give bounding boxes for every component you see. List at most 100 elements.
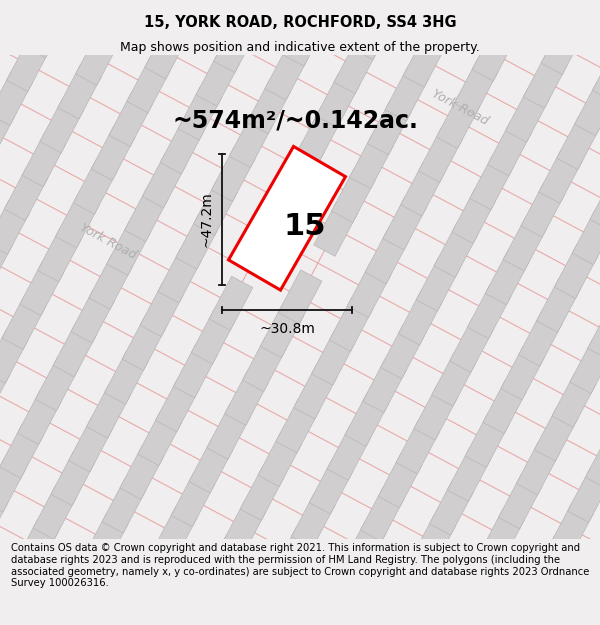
Polygon shape bbox=[532, 536, 575, 590]
Polygon shape bbox=[91, 126, 135, 181]
Polygon shape bbox=[76, 31, 119, 85]
Polygon shape bbox=[472, 27, 516, 81]
Polygon shape bbox=[176, 215, 220, 269]
Polygon shape bbox=[401, 162, 445, 216]
Polygon shape bbox=[352, 6, 395, 60]
Polygon shape bbox=[276, 399, 320, 452]
Polygon shape bbox=[541, 21, 585, 74]
Polygon shape bbox=[2, 296, 46, 349]
Polygon shape bbox=[490, 0, 533, 47]
Polygon shape bbox=[501, 346, 545, 400]
Polygon shape bbox=[35, 357, 79, 411]
Polygon shape bbox=[211, 148, 255, 201]
Polygon shape bbox=[298, 107, 342, 161]
Polygon shape bbox=[223, 500, 266, 554]
Polygon shape bbox=[327, 426, 371, 480]
Polygon shape bbox=[7, 38, 50, 92]
Polygon shape bbox=[280, 141, 324, 195]
Polygon shape bbox=[40, 99, 83, 153]
Polygon shape bbox=[71, 289, 115, 343]
Polygon shape bbox=[0, 200, 30, 254]
Polygon shape bbox=[414, 386, 458, 440]
Polygon shape bbox=[178, 86, 222, 140]
Polygon shape bbox=[224, 371, 268, 426]
Polygon shape bbox=[483, 379, 527, 434]
Text: York Road: York Road bbox=[77, 221, 139, 262]
Text: Map shows position and indicative extent of the property.: Map shows position and indicative extent… bbox=[120, 41, 480, 54]
Polygon shape bbox=[84, 513, 128, 567]
Polygon shape bbox=[0, 363, 10, 417]
Polygon shape bbox=[452, 189, 496, 244]
Polygon shape bbox=[145, 25, 188, 79]
Polygon shape bbox=[0, 234, 12, 288]
Polygon shape bbox=[436, 94, 480, 149]
Polygon shape bbox=[4, 166, 48, 221]
Polygon shape bbox=[347, 264, 391, 318]
Polygon shape bbox=[554, 244, 598, 298]
Polygon shape bbox=[570, 339, 600, 394]
Polygon shape bbox=[590, 177, 600, 231]
Polygon shape bbox=[311, 331, 355, 385]
Polygon shape bbox=[430, 481, 473, 535]
Polygon shape bbox=[343, 521, 386, 575]
Polygon shape bbox=[140, 282, 184, 337]
Polygon shape bbox=[25, 4, 68, 58]
Polygon shape bbox=[240, 466, 284, 521]
Text: York Road: York Road bbox=[430, 87, 490, 128]
Polygon shape bbox=[0, 458, 26, 512]
Polygon shape bbox=[334, 39, 377, 94]
Polygon shape bbox=[517, 441, 560, 495]
Polygon shape bbox=[536, 278, 580, 332]
Polygon shape bbox=[20, 261, 64, 316]
Polygon shape bbox=[0, 553, 41, 607]
Polygon shape bbox=[120, 445, 164, 499]
Polygon shape bbox=[205, 534, 248, 588]
Polygon shape bbox=[293, 365, 337, 419]
Polygon shape bbox=[412, 515, 455, 569]
Polygon shape bbox=[173, 344, 217, 398]
Polygon shape bbox=[448, 448, 491, 501]
Polygon shape bbox=[552, 373, 596, 428]
Polygon shape bbox=[403, 33, 447, 88]
Polygon shape bbox=[365, 229, 409, 284]
Polygon shape bbox=[505, 88, 549, 142]
Text: ~574m²/~0.142ac.: ~574m²/~0.142ac. bbox=[172, 109, 418, 132]
Polygon shape bbox=[550, 502, 593, 556]
Polygon shape bbox=[416, 257, 460, 311]
Polygon shape bbox=[361, 488, 404, 541]
Polygon shape bbox=[258, 432, 302, 487]
Polygon shape bbox=[127, 59, 170, 112]
Polygon shape bbox=[122, 316, 166, 371]
Polygon shape bbox=[586, 434, 600, 489]
Polygon shape bbox=[332, 168, 376, 222]
Polygon shape bbox=[158, 249, 202, 303]
Polygon shape bbox=[0, 492, 8, 546]
Polygon shape bbox=[155, 378, 199, 432]
Polygon shape bbox=[363, 359, 406, 413]
Polygon shape bbox=[265, 46, 308, 100]
Polygon shape bbox=[588, 306, 600, 359]
Polygon shape bbox=[125, 188, 168, 242]
Polygon shape bbox=[109, 92, 152, 146]
Polygon shape bbox=[518, 312, 562, 366]
Polygon shape bbox=[396, 420, 440, 474]
Polygon shape bbox=[68, 418, 112, 472]
Polygon shape bbox=[209, 276, 253, 330]
Polygon shape bbox=[278, 270, 322, 324]
Polygon shape bbox=[345, 392, 389, 446]
Polygon shape bbox=[481, 509, 524, 562]
Text: ~30.8m: ~30.8m bbox=[259, 322, 315, 336]
Text: 15, YORK ROAD, ROCHFORD, SS4 3HG: 15, YORK ROAD, ROCHFORD, SS4 3HG bbox=[143, 16, 457, 31]
Polygon shape bbox=[214, 19, 257, 72]
Text: 15: 15 bbox=[284, 212, 326, 241]
Polygon shape bbox=[196, 52, 239, 106]
Polygon shape bbox=[301, 0, 344, 32]
Polygon shape bbox=[73, 160, 117, 214]
Polygon shape bbox=[349, 134, 393, 189]
Polygon shape bbox=[94, 0, 137, 51]
Polygon shape bbox=[592, 48, 600, 102]
Polygon shape bbox=[309, 460, 353, 514]
Polygon shape bbox=[33, 486, 77, 539]
Polygon shape bbox=[572, 211, 600, 264]
Polygon shape bbox=[485, 251, 529, 305]
